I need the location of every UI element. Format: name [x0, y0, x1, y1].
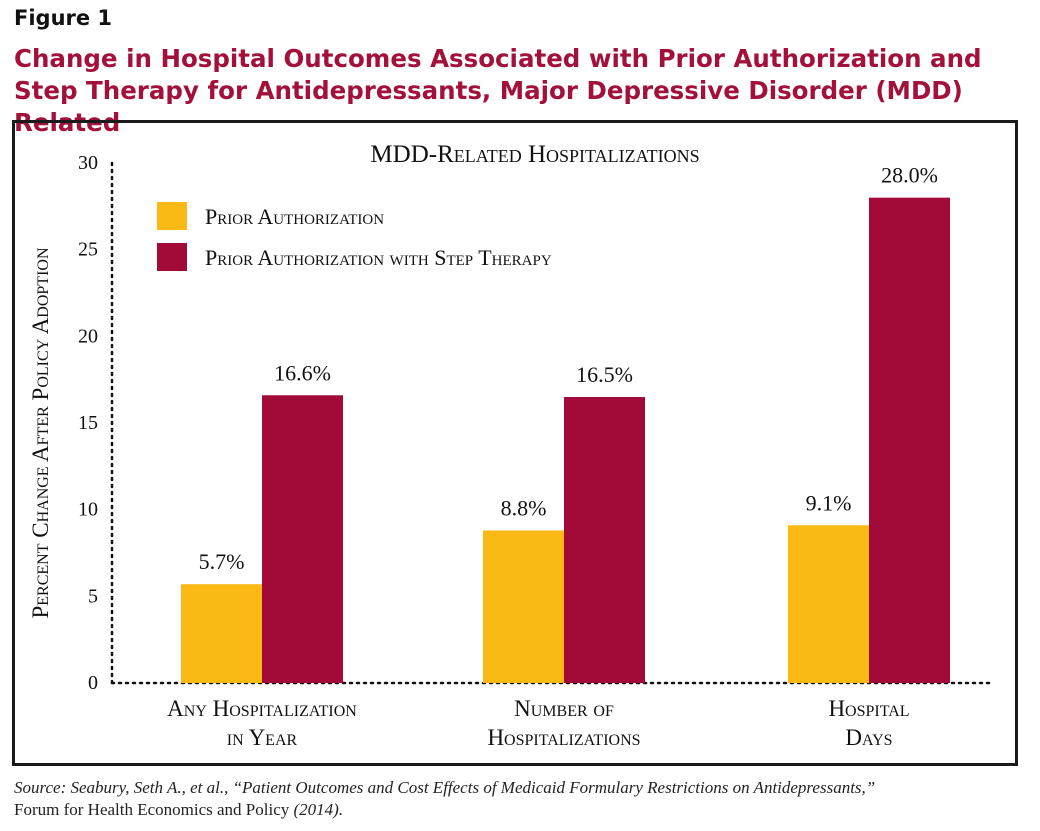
x-category-label: Number of	[514, 696, 614, 721]
source-year: (2014).	[293, 800, 344, 819]
y-tick-label: 20	[78, 325, 98, 347]
data-label: 16.5%	[576, 362, 633, 387]
data-label: 16.6%	[274, 360, 331, 385]
y-tick-label: 5	[88, 585, 98, 607]
bar-step-therapy-3	[869, 197, 950, 683]
bar-prior-authorization-1	[181, 584, 262, 683]
y-tick-label: 0	[88, 672, 98, 694]
x-category-label: Any Hospitalization	[167, 696, 357, 721]
figure-title: Change in Hospital Outcomes Associated w…	[14, 44, 982, 137]
source-journal: Forum for Health Economics and Policy	[14, 800, 290, 819]
data-label: 28.0%	[881, 163, 938, 188]
y-tick-label: 10	[78, 499, 98, 521]
y-tick-label: 30	[78, 152, 98, 174]
legend-label-1: Prior Authorization	[205, 204, 384, 229]
x-category-label: Hospital	[828, 696, 909, 721]
y-axis-label: Percent Change After Policy Adoption	[28, 247, 53, 618]
x-category-label: Days	[845, 725, 892, 750]
chart-svg: 0 5 10 15 20 25 30 Percent Change After Policy …	[28, 141, 995, 750]
bar-step-therapy-1	[262, 395, 343, 683]
legend-swatch-1	[157, 202, 187, 230]
legend-swatch-2	[157, 243, 187, 271]
data-label: 5.7%	[199, 549, 245, 574]
bar-step-therapy-2	[564, 397, 645, 683]
source-prefix: Source: Seabury, Seth A., et al., “Patie…	[14, 778, 876, 797]
source-note: Source: Seabury, Seth A., et al., “Patie…	[14, 777, 1029, 821]
figure-label: Figure 1	[14, 6, 113, 30]
data-label: 8.8%	[501, 495, 547, 520]
y-tick-label: 25	[78, 239, 98, 261]
x-category-label: Hospitalizations	[487, 725, 640, 750]
legend-label-2: Prior Authorization with Step Therapy	[205, 245, 552, 270]
bar-prior-authorization-3	[788, 525, 869, 683]
x-category-label: in Year	[227, 725, 298, 750]
chart-frame: 0 5 10 15 20 25 30 Percent Change After Policy …	[12, 120, 1018, 766]
bar-prior-authorization-2	[483, 530, 564, 683]
chart-title: MDD-Related Hospitalizations	[370, 141, 699, 168]
data-label: 9.1%	[806, 490, 852, 515]
y-tick-label: 15	[78, 412, 98, 434]
